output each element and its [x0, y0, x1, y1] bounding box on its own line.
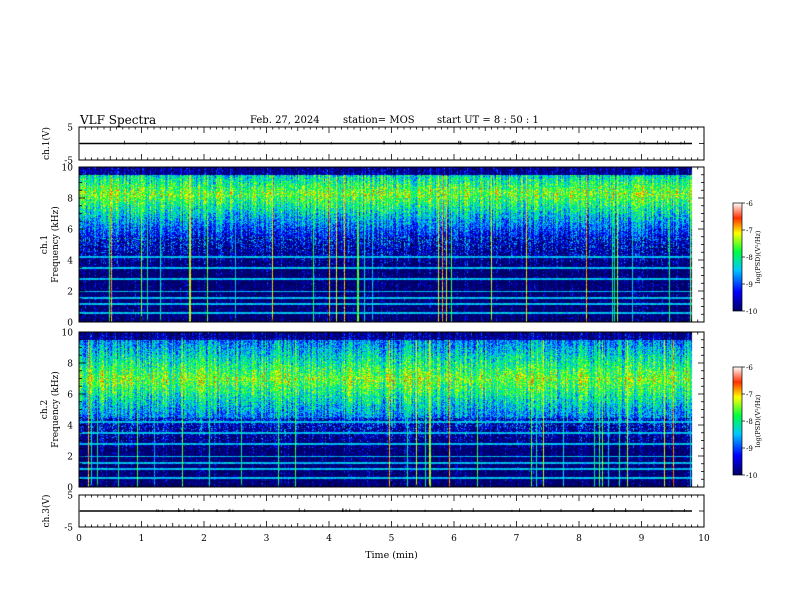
y-axis-label-channel-ch2-spectrogram: ch.2: [40, 400, 50, 419]
x-tick-label: 4: [326, 534, 332, 544]
colorbar-tick-label: -6: [746, 200, 753, 208]
y-axis-label-channel-ch1-spectrogram: ch.1: [40, 235, 50, 254]
colorbar-tick-label: -10: [746, 308, 757, 316]
y-tick-label: 0: [67, 319, 73, 329]
colorbar-tick-label: -9: [746, 281, 753, 289]
x-tick-label: 2: [201, 534, 207, 544]
x-tick-label: 7: [514, 534, 520, 544]
y-tick-label: 6: [67, 391, 73, 401]
y-tick-label: 6: [67, 226, 73, 236]
colorbar-tick-label: -9: [746, 445, 753, 453]
x-tick-label: 1: [139, 534, 145, 544]
colorbar-ch2-spectrogram: [732, 366, 743, 476]
x-tick-label: 10: [698, 534, 710, 544]
x-tick-label: 8: [576, 534, 582, 544]
x-tick-label: 9: [639, 534, 645, 544]
y-tick-label: 5: [67, 124, 73, 134]
colorbar-tick-label: -8: [746, 254, 753, 262]
y-tick-label: 5: [67, 492, 73, 502]
y-tick-label: 8: [67, 360, 73, 370]
x-tick-label: 5: [389, 534, 395, 544]
x-tick-label: 6: [451, 534, 457, 544]
chart-title: VLF Spectra: [80, 113, 157, 127]
colorbar-tick-label: -10: [746, 472, 757, 480]
y-tick-label: -5: [64, 157, 73, 167]
y-tick-label: 4: [67, 257, 73, 267]
y-tick-label: 10: [62, 329, 74, 339]
x-tick-label: 3: [264, 534, 270, 544]
colorbar-label-ch1-spectrogram: log(PSD)(V²/Hz): [754, 230, 762, 283]
spectrogram-image-2: [79, 332, 704, 487]
y-axis-label-frequency-ch1-spectrogram: Frequency (kHz): [50, 206, 61, 283]
spectrogram-image-1: [79, 167, 704, 322]
x-axis-label: Time (min): [365, 550, 418, 561]
y-axis-label-frequency-ch2-spectrogram: Frequency (kHz): [50, 371, 61, 448]
start-time-label: start UT = 8 : 50 : 1: [437, 115, 539, 126]
colorbar-tick-label: -8: [746, 418, 753, 426]
colorbar-tick-label: -6: [746, 364, 753, 372]
station-label: station= MOS: [343, 115, 415, 126]
colorbar-label-ch2-spectrogram: log(PSD)(V²/Hz): [754, 394, 762, 447]
colorbar-tick-label: -7: [746, 227, 753, 235]
y-tick-label: 0: [67, 484, 73, 494]
y-axis-label-ch3-voltage: ch.3(V): [41, 495, 52, 528]
y-tick-label: 2: [67, 288, 73, 298]
colorbar-tick-label: -7: [746, 391, 753, 399]
y-tick-label: 8: [67, 195, 73, 205]
y-tick-label: -5: [64, 524, 73, 534]
y-axis-label-ch1-voltage: ch.1(V): [41, 127, 52, 160]
y-tick-label: 10: [62, 164, 74, 174]
x-tick-label: 0: [76, 534, 82, 544]
colorbar-ch1-spectrogram: [732, 202, 743, 312]
y-tick-label: 4: [67, 422, 73, 432]
y-tick-label: 2: [67, 453, 73, 463]
date-label: Feb. 27, 2024: [250, 115, 320, 126]
